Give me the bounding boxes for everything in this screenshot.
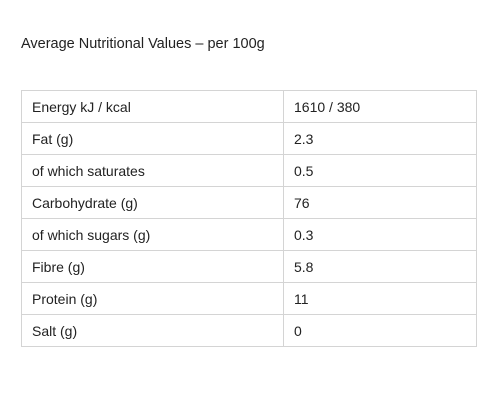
nutrient-value: 1610 / 380	[283, 90, 477, 123]
nutrient-value: 2.3	[283, 122, 477, 155]
nutrient-label: Protein (g)	[21, 282, 284, 315]
nutrient-value: 76	[283, 186, 477, 219]
nutrition-heading: Average Nutritional Values – per 100g	[21, 36, 265, 52]
nutrient-label: of which sugars (g)	[21, 218, 284, 251]
table-row: Carbohydrate (g) 76	[21, 186, 477, 219]
nutrient-value: 11	[283, 282, 477, 315]
nutrient-label: Energy kJ / kcal	[21, 90, 284, 123]
table-row: Fat (g) 2.3	[21, 122, 477, 155]
table-row: Fibre (g) 5.8	[21, 250, 477, 283]
nutrient-value: 0.3	[283, 218, 477, 251]
nutrient-value: 0.5	[283, 154, 477, 187]
table-row: Energy kJ / kcal 1610 / 380	[21, 90, 477, 123]
nutrient-label: Carbohydrate (g)	[21, 186, 284, 219]
table-row: of which sugars (g) 0.3	[21, 218, 477, 251]
nutrient-label: Fibre (g)	[21, 250, 284, 283]
nutrient-label: Salt (g)	[21, 314, 284, 347]
table-row: Protein (g) 11	[21, 282, 477, 315]
nutrient-value: 5.8	[283, 250, 477, 283]
nutrition-table: Energy kJ / kcal 1610 / 380 Fat (g) 2.3 …	[21, 90, 477, 347]
table-row: Salt (g) 0	[21, 314, 477, 347]
nutrient-value: 0	[283, 314, 477, 347]
table-row: of which saturates 0.5	[21, 154, 477, 187]
nutrient-label: of which saturates	[21, 154, 284, 187]
nutrient-label: Fat (g)	[21, 122, 284, 155]
